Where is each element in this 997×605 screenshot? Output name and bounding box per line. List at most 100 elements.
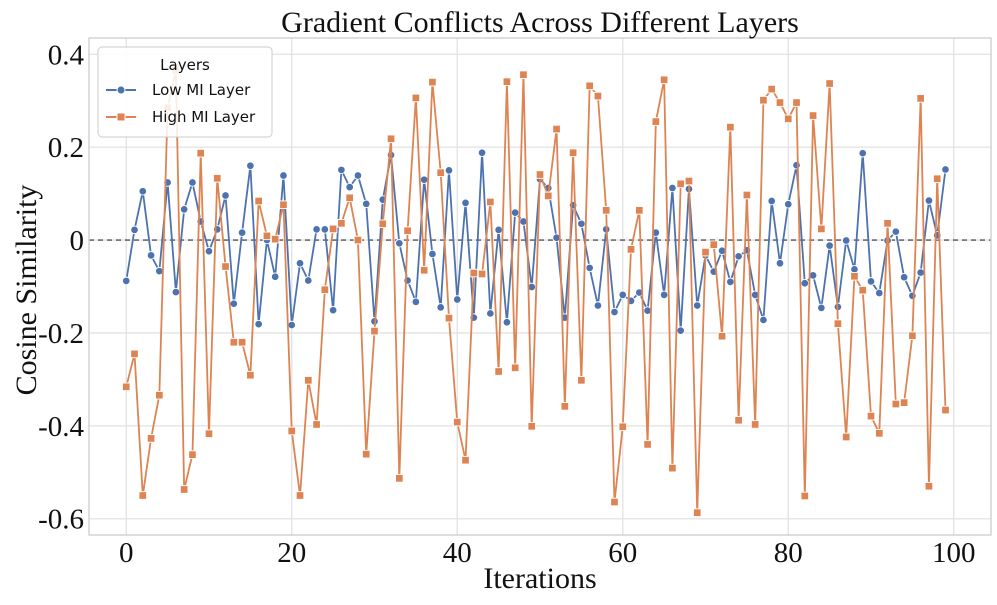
data-point-high-mi-layer — [378, 219, 388, 229]
data-point-high-mi-layer — [817, 224, 826, 234]
data-point-high-mi-layer — [908, 331, 917, 340]
data-point-high-mi-layer — [568, 148, 578, 157]
plot-area — [121, 66, 950, 517]
tick-labels: 0 20 40 60 80 100 0.4 0.2 0 -0.2 -0.4 -0.6 — [38, 39, 975, 569]
data-point-high-mi-layer — [775, 98, 785, 107]
x-tick-label: 20 — [277, 537, 306, 569]
x-axis-label: Iterations — [483, 562, 596, 595]
data-point-high-mi-layer — [635, 206, 644, 215]
data-point-low-mi-layer — [734, 252, 743, 261]
data-point-high-mi-layer — [213, 174, 222, 183]
data-point-low-mi-layer — [759, 315, 768, 325]
data-point-low-mi-layer — [287, 320, 296, 330]
x-tick-label: 60 — [608, 537, 637, 569]
data-point-high-mi-layer — [577, 376, 586, 385]
data-point-high-mi-layer — [188, 450, 197, 459]
data-point-high-mi-layer — [684, 176, 694, 186]
data-point-low-mi-layer — [792, 161, 801, 170]
data-point-high-mi-layer — [841, 432, 851, 442]
data-point-high-mi-layer — [444, 313, 454, 323]
data-point-high-mi-layer — [651, 117, 661, 126]
data-point-low-mi-layer — [726, 277, 735, 287]
legend-label-high-mi: High MI Layer — [152, 108, 256, 126]
data-point-high-mi-layer — [850, 272, 859, 281]
legend-box — [97, 46, 273, 138]
data-point-low-mi-layer — [213, 225, 222, 234]
data-point-high-mi-layer — [461, 455, 470, 465]
data-point-high-mi-layer — [734, 416, 743, 425]
data-point-high-mi-layer — [767, 84, 776, 94]
data-point-high-mi-layer — [494, 367, 503, 376]
data-point-high-mi-layer — [502, 77, 512, 86]
data-point-high-mi-layer — [891, 399, 901, 409]
data-point-low-mi-layer — [593, 301, 603, 310]
data-point-high-mi-layer — [295, 491, 305, 500]
data-point-high-mi-layer — [676, 179, 685, 189]
legend-title: Layers — [160, 56, 210, 74]
data-point-low-mi-layer — [908, 291, 917, 301]
data-point-high-mi-layer — [750, 420, 760, 429]
data-point-high-mi-layer — [808, 111, 818, 120]
legend-marker-low-mi — [116, 85, 126, 95]
y-tick-label: 0.4 — [48, 39, 85, 71]
data-point-low-mi-layer — [577, 219, 586, 229]
data-point-high-mi-layer — [221, 262, 230, 271]
data-point-low-mi-layer — [411, 297, 421, 307]
data-point-low-mi-layer — [179, 205, 189, 214]
data-point-high-mi-layer — [510, 363, 520, 373]
data-point-low-mi-layer — [659, 290, 669, 300]
data-point-low-mi-layer — [510, 208, 520, 217]
data-point-low-mi-layer — [130, 225, 139, 235]
data-point-high-mi-layer — [386, 134, 396, 144]
data-point-high-mi-layer — [179, 485, 189, 494]
y-tick-label: -0.6 — [38, 504, 84, 536]
data-point-high-mi-layer — [800, 491, 810, 501]
data-point-low-mi-layer — [899, 272, 909, 282]
data-point-high-mi-layer — [320, 285, 330, 295]
data-point-high-mi-layer — [535, 170, 545, 179]
data-point-high-mi-layer — [668, 463, 677, 473]
data-point-low-mi-layer — [229, 299, 239, 308]
data-point-low-mi-layer — [775, 259, 785, 268]
data-point-low-mi-layer — [924, 196, 934, 205]
data-point-high-mi-layer — [941, 405, 950, 415]
data-point-high-mi-layer — [270, 234, 280, 244]
data-point-high-mi-layer — [146, 434, 156, 443]
series-line-high-mi-layer — [125, 69, 947, 514]
data-point-high-mi-layer — [254, 196, 263, 206]
data-point-high-mi-layer — [560, 402, 570, 411]
data-point-high-mi-layer — [875, 429, 884, 438]
data-point-low-mi-layer — [825, 241, 834, 250]
data-point-low-mi-layer — [477, 148, 487, 157]
data-point-low-mi-layer — [254, 319, 263, 329]
data-point-high-mi-layer — [618, 422, 628, 432]
data-point-low-mi-layer — [618, 290, 628, 300]
data-point-low-mi-layer — [403, 276, 412, 285]
x-tick-label: 40 — [443, 537, 472, 569]
data-point-high-mi-layer — [345, 193, 354, 203]
data-point-high-mi-layer — [196, 148, 205, 158]
data-point-low-mi-layer — [668, 183, 677, 193]
x-tick-label: 0 — [119, 537, 134, 569]
data-point-high-mi-layer — [552, 124, 561, 134]
legend-label-low-mi: Low MI Layer — [152, 81, 251, 99]
data-point-low-mi-layer — [486, 309, 495, 318]
data-point-low-mi-layer — [171, 287, 181, 297]
data-point-low-mi-layer — [320, 225, 330, 234]
data-point-high-mi-layer — [287, 426, 296, 436]
data-point-low-mi-layer — [436, 303, 445, 312]
data-point-high-mi-layer — [328, 224, 338, 234]
data-point-low-mi-layer — [279, 171, 288, 180]
data-point-high-mi-layer — [237, 337, 247, 347]
data-point-low-mi-layer — [891, 227, 901, 236]
data-point-high-mi-layer — [833, 319, 843, 328]
data-point-high-mi-layer — [469, 268, 479, 278]
data-point-high-mi-layer — [692, 508, 702, 517]
data-point-high-mi-layer — [825, 79, 834, 88]
data-point-high-mi-layer — [411, 93, 421, 103]
data-point-low-mi-layer — [858, 148, 867, 158]
data-point-low-mi-layer — [337, 165, 346, 175]
data-point-low-mi-layer — [246, 161, 255, 170]
data-point-low-mi-layer — [850, 265, 859, 274]
